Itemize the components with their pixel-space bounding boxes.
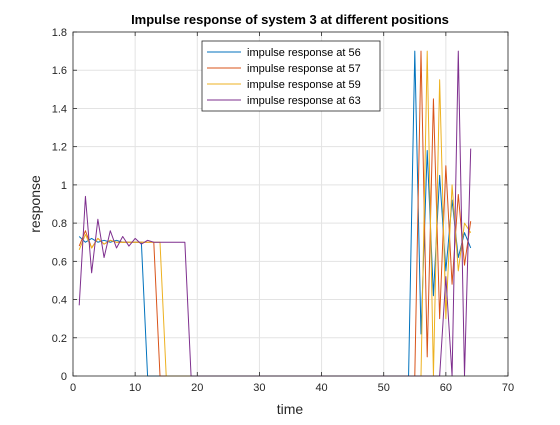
legend: impulse response at 56 impulse response a…	[201, 40, 381, 112]
legend-label-2: impulse response at 57	[247, 63, 361, 75]
y-tick-label: 0.2	[52, 333, 67, 345]
x-tick-label: 10	[129, 382, 141, 394]
x-tick-label: 30	[253, 382, 265, 394]
legend-label-4: impulse response at 63	[247, 95, 361, 107]
y-tick-label: 0.8	[52, 218, 67, 230]
x-tick-label: 20	[191, 382, 203, 394]
legend-label-1: impulse response at 56	[247, 47, 361, 59]
x-axis-label: time	[277, 401, 304, 417]
x-tick-label: 50	[378, 382, 390, 394]
legend-label-3: impulse response at 59	[247, 79, 361, 91]
y-tick-label: 1	[61, 180, 67, 192]
y-tick-label: 1.8	[52, 27, 67, 39]
y-tick-label: 1.4	[52, 103, 67, 115]
legend-box	[201, 40, 381, 112]
ticks: 0 10 20 30 40 50 60 70 0 0.2 0.4 0.6 0.8 1 1.2 1.4 1.6 1.…	[52, 27, 514, 394]
y-tick-label: 0.6	[52, 256, 67, 268]
x-tick-label: 0	[70, 382, 76, 394]
y-tick-label: 1.6	[52, 65, 67, 77]
legend-entries: impulse response at 56 impulse response a…	[207, 47, 361, 107]
y-axis-label: response	[27, 175, 43, 233]
x-tick-label: 40	[315, 382, 327, 394]
series-line-4	[78, 50, 472, 377]
axes-box	[72, 31, 509, 377]
x-tick-label: 70	[502, 382, 514, 394]
y-tick-label: 0	[61, 371, 67, 383]
chart-title: Impulse response of system 3 at differen…	[131, 12, 449, 27]
x-tick-label: 60	[440, 382, 452, 394]
y-tick-label: 0.4	[52, 295, 67, 307]
y-tick-label: 1.2	[52, 142, 67, 154]
